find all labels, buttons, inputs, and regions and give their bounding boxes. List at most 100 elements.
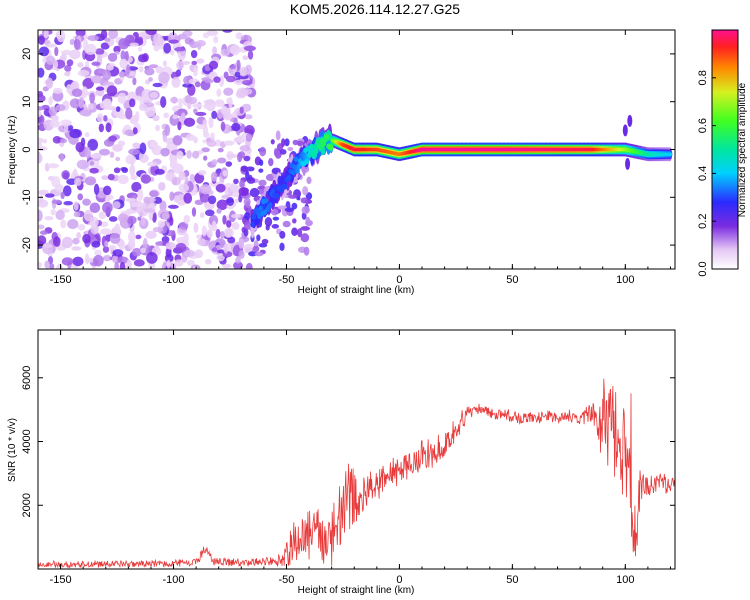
noise-blob	[178, 221, 189, 230]
noise-blob	[84, 253, 90, 265]
noise-blob	[201, 147, 210, 153]
noise-blob	[159, 200, 167, 212]
noise-blob	[302, 186, 309, 196]
noise-blob	[78, 97, 85, 109]
noise-blob	[152, 226, 164, 233]
noise-blob	[75, 142, 85, 153]
noise-blob	[197, 42, 202, 51]
noise-blob	[176, 151, 184, 160]
noise-blob	[210, 132, 215, 141]
noise-blob	[56, 263, 63, 269]
noise-blob	[44, 215, 54, 221]
noise-blob	[153, 44, 160, 52]
noise-blob	[74, 177, 82, 187]
noise-blob	[102, 254, 112, 262]
noise-blob	[149, 140, 158, 149]
noise-blob	[128, 148, 140, 155]
ridge-segment	[622, 124, 628, 137]
noise-blob	[222, 112, 233, 121]
noise-blob	[62, 185, 72, 197]
noise-blob	[184, 176, 189, 185]
noise-blob	[77, 62, 84, 68]
noise-blob	[102, 246, 110, 253]
bottom-x-axis: -150 -100 -50 0 50 100	[37, 330, 671, 586]
noise-blob	[258, 179, 267, 187]
noise-blob	[96, 113, 104, 123]
noise-blob	[220, 231, 225, 239]
noise-blob	[117, 174, 129, 185]
noise-blob	[191, 207, 197, 217]
noise-blob	[49, 119, 61, 128]
noise-blob	[199, 184, 212, 195]
noise-blob	[125, 107, 133, 120]
noise-blob	[240, 165, 248, 172]
noise-blob	[113, 45, 121, 54]
noise-blob	[38, 261, 43, 269]
noise-blob	[163, 42, 172, 54]
noise-blob	[171, 76, 181, 88]
noise-blob	[121, 167, 129, 173]
noise-blob	[113, 167, 121, 174]
noise-blob	[45, 43, 57, 48]
noise-blob	[73, 211, 81, 218]
noise-blob	[301, 206, 310, 214]
noise-blob	[109, 151, 115, 159]
noise-blob	[137, 188, 144, 201]
noise-blob	[265, 224, 270, 231]
noise-blob	[107, 52, 118, 62]
top-x-axis-label: Height of straight line (km)	[298, 285, 415, 296]
noise-blob	[180, 112, 186, 119]
x-tick-label: 100	[616, 274, 634, 286]
noise-blob	[157, 220, 166, 228]
noise-blob	[142, 237, 148, 250]
noise-blob	[139, 142, 147, 155]
noise-blob	[45, 55, 56, 66]
ridge-segment	[329, 144, 334, 150]
noise-blob	[287, 146, 294, 152]
noise-blob	[104, 240, 109, 248]
noise-blob	[107, 244, 117, 251]
noise-blob	[64, 64, 72, 72]
noise-blob	[291, 202, 298, 210]
noise-blob	[208, 116, 214, 129]
noise-blob	[132, 77, 137, 86]
noise-blob	[161, 236, 170, 243]
noise-blob	[282, 220, 291, 228]
noise-blob	[87, 139, 99, 151]
noise-blob	[242, 55, 249, 61]
noise-blob	[223, 71, 229, 79]
noise-blob	[54, 184, 64, 193]
noise-blob	[42, 138, 47, 144]
noise-blob	[38, 224, 45, 230]
colorbar-tick-label: 0.6	[697, 118, 709, 133]
noise-blob	[217, 147, 224, 153]
noise-blob	[243, 45, 256, 52]
noise-blob	[223, 87, 234, 96]
noise-blob	[193, 108, 198, 114]
noise-blob	[240, 88, 253, 95]
noise-blob	[226, 220, 232, 228]
noise-blob	[129, 42, 139, 47]
noise-blob	[167, 204, 179, 209]
noise-blob	[296, 140, 304, 146]
noise-blob	[82, 198, 91, 206]
noise-blob	[100, 221, 109, 228]
noise-blob	[45, 77, 54, 89]
noise-blob	[153, 33, 163, 46]
noise-blob	[244, 114, 253, 120]
noise-blob	[125, 259, 132, 269]
noise-blob	[117, 213, 129, 223]
ridge-segment	[312, 144, 318, 150]
noise-blob	[125, 154, 137, 165]
noise-blob	[208, 60, 219, 70]
noise-blob	[273, 147, 279, 157]
noise-blob	[227, 236, 236, 244]
x-tick-label: -100	[163, 274, 185, 286]
noise-blob	[87, 35, 99, 41]
noise-blob	[183, 232, 189, 243]
noise-blob	[193, 136, 198, 144]
noise-blob	[192, 103, 203, 108]
noise-blob	[183, 192, 193, 204]
noise-blob	[117, 113, 128, 120]
noise-blob	[48, 96, 53, 106]
